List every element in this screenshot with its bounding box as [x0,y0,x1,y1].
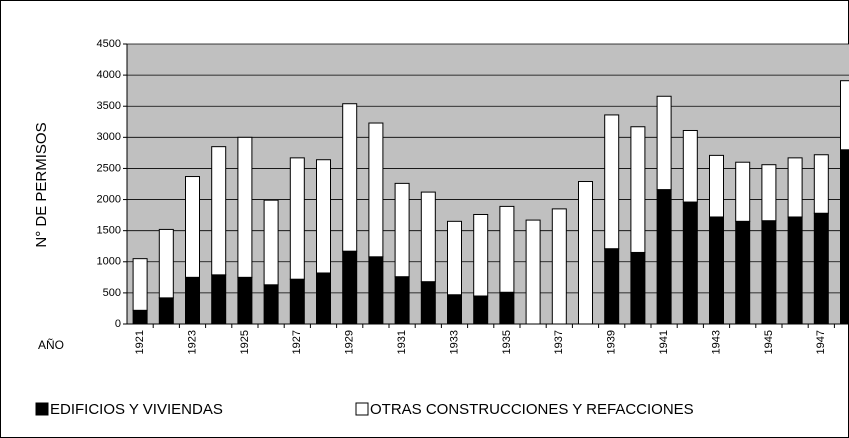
bar-segment [211,274,227,325]
bar-segment [604,114,620,250]
y-tick-label: 3500 [97,100,121,112]
bar-segment [185,176,200,278]
bar-segment [525,219,541,325]
bar-segment [263,199,279,286]
bar-segment [735,161,751,222]
bar-segment [813,212,829,325]
bar-segment [656,189,672,325]
bar-segment [263,284,279,325]
x-tick-label: 1943 [710,330,722,354]
bar-segment [709,216,724,325]
bar-segment [551,208,567,325]
y-tick-label: 500 [103,287,121,299]
x-tick-label: 1939 [606,330,618,354]
bar-segment [735,220,751,325]
x-tick-label: 1927 [291,330,303,354]
x-tick-label: 1923 [186,330,198,354]
bar-segment [813,154,829,214]
bar-segment [447,294,462,325]
bar-segment [368,256,384,325]
bar-segment [447,220,462,296]
bar-segment [578,181,593,325]
bar-segment [420,191,436,283]
legend-label: EDIFICIOS Y VIVIENDAS [50,401,223,418]
bar-segment [237,276,253,325]
legend-label: OTRAS CONSTRUCCIONES Y REFACCIONES [370,401,694,418]
bar-segment [630,126,646,253]
bar-segment [499,205,515,293]
bar-segment [840,149,849,325]
bar-segment [211,146,227,276]
bar-segment [316,272,331,325]
bar-segment [316,159,331,274]
x-tick-label: 1941 [658,330,670,354]
y-tick-label: 2000 [97,193,121,205]
bar-segment [499,291,515,325]
bar-segment [761,164,777,222]
x-tick-label: 1931 [396,330,408,354]
y-tick-label: 1500 [97,225,121,237]
bar-segment [604,248,620,325]
x-tick-label: 1937 [553,330,565,354]
bar-segment [473,213,489,297]
bar-segment [761,220,777,325]
legend-swatch [355,402,369,416]
x-tick-label: 1935 [501,330,513,354]
bar-segment [709,154,724,218]
y-tick-label: 1000 [97,256,121,268]
x-tick-label: 1933 [448,330,460,354]
bar-segment [787,216,803,325]
x-tick-label: 1947 [815,330,827,354]
bar-segment [630,251,646,325]
y-tick-label: 0 [115,318,121,330]
bar-segment [289,278,305,325]
bar-segment [237,136,253,278]
legend-swatch [35,402,49,416]
bar-segment [132,309,148,325]
y-tick-label: 4000 [97,69,121,81]
bar-segment [394,276,410,325]
bar-segment [342,250,358,325]
bar-segment [342,103,358,252]
y-tick-label: 2500 [97,162,121,174]
bar-segment [473,295,489,325]
bar-segment [682,201,698,325]
y-tick-label: 3000 [97,131,121,143]
y-tick-label: 4500 [97,38,121,50]
bar-segment [420,281,436,325]
bar-segment [158,228,174,299]
x-tick-label: 1921 [134,330,146,354]
bar-segment [185,276,200,325]
bar-segment [787,157,803,218]
bar-segment [840,80,849,151]
x-tick-label: 1945 [763,330,775,354]
bar-segment [289,157,305,280]
y-axis-label: N° DE PERMISOS [33,122,50,247]
x-axis-label: AÑO [38,338,64,352]
bar-segment [158,297,174,325]
bar-segment [394,182,410,278]
bar-segment [132,258,148,311]
x-tick-label: 1925 [239,330,251,354]
x-tick-label: 1929 [344,330,356,354]
bar-segment [368,122,384,258]
bar-segment [656,95,672,191]
bar-segment [682,129,698,203]
